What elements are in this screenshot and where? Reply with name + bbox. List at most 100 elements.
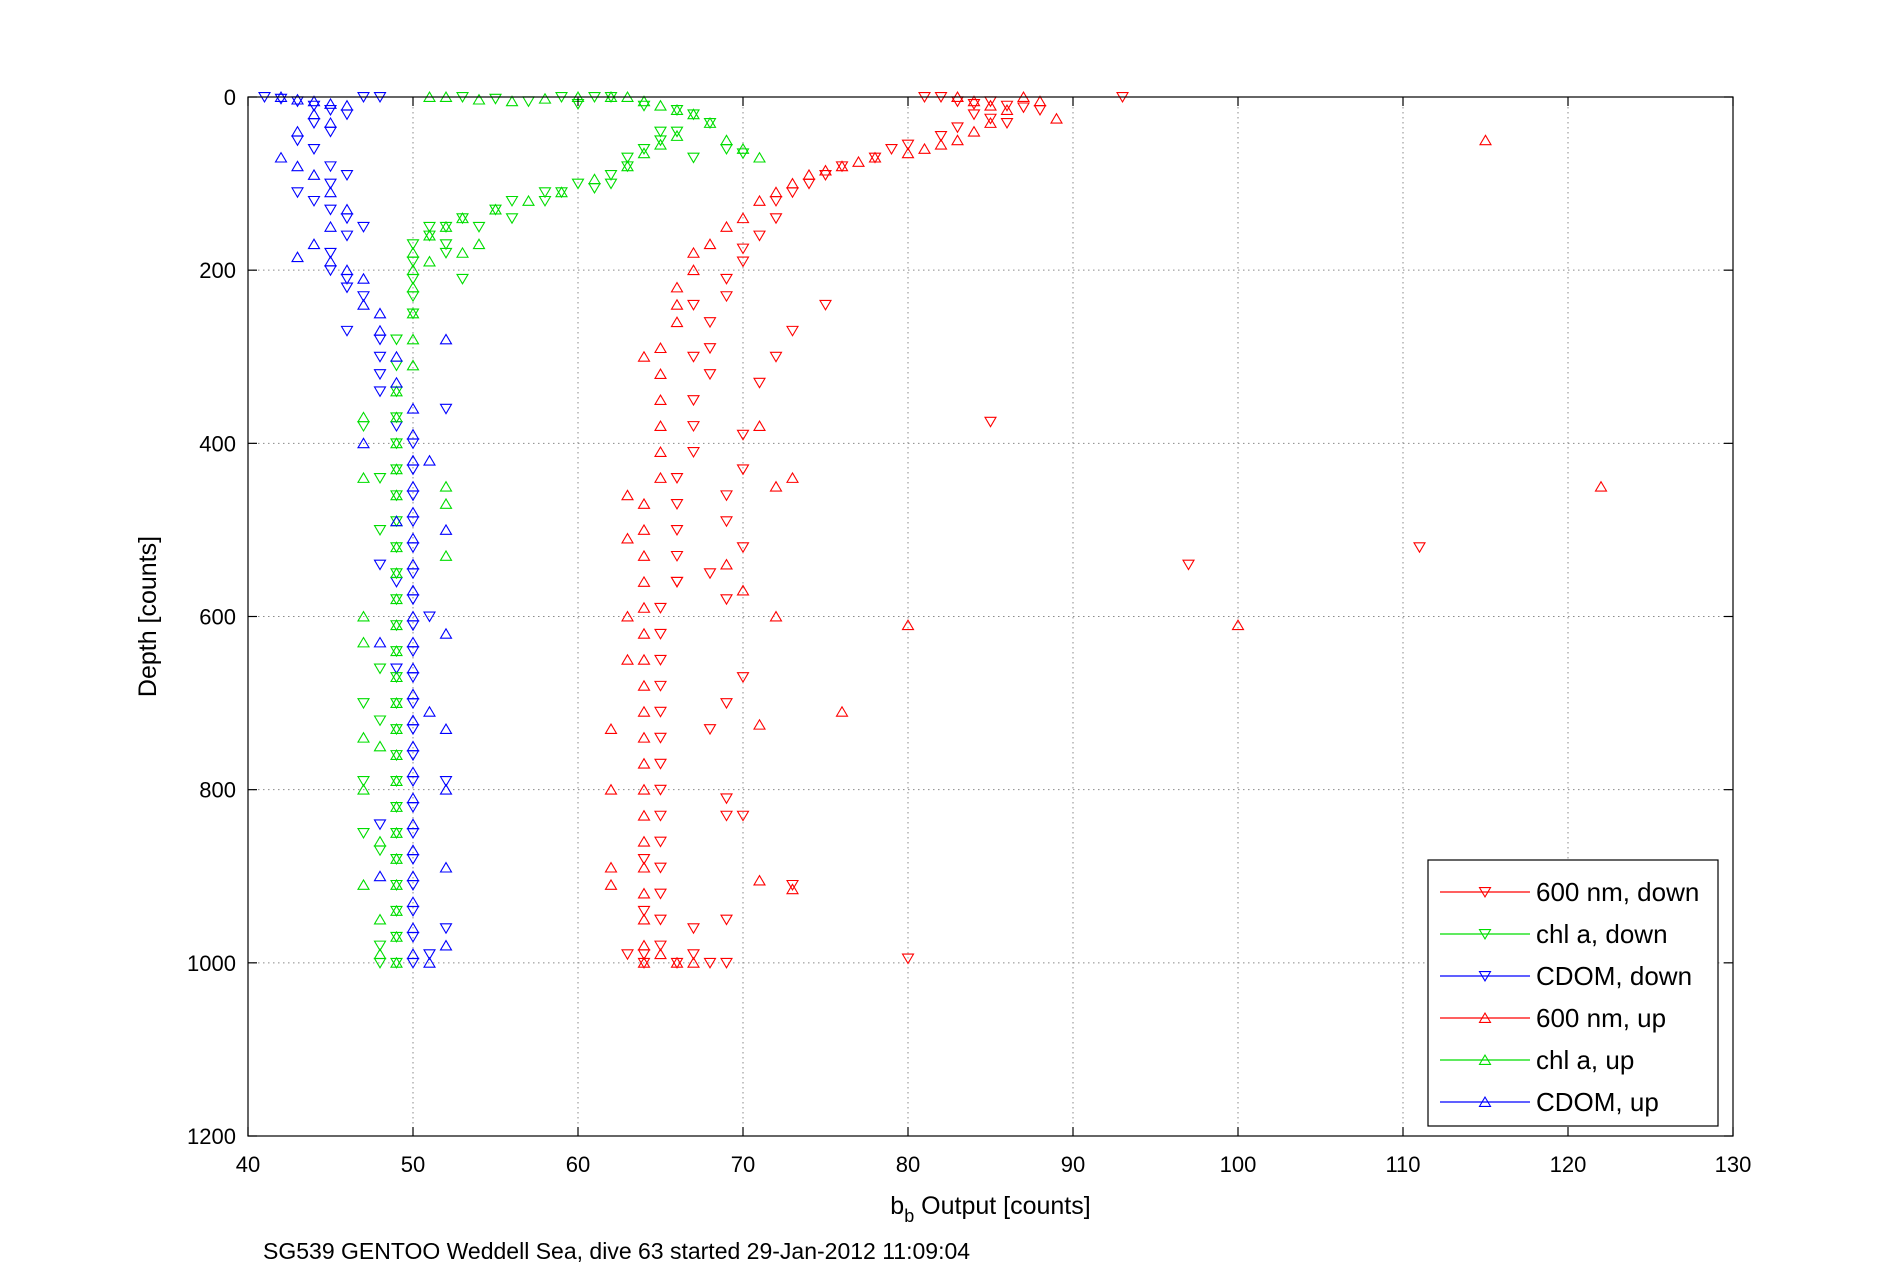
data-point — [720, 273, 733, 285]
data-point — [621, 532, 634, 544]
data-point — [654, 471, 667, 483]
data-point — [670, 103, 684, 115]
data-point — [357, 411, 370, 423]
data-point — [703, 238, 717, 250]
data-point — [406, 662, 420, 674]
data-point — [1050, 112, 1063, 124]
data-point — [670, 524, 684, 536]
legend-marker — [1478, 1053, 1492, 1065]
data-point — [637, 147, 651, 159]
data-point — [604, 861, 618, 873]
data-point — [654, 940, 667, 952]
data-point — [340, 282, 354, 294]
x-tick-label: 130 — [1715, 1152, 1752, 1177]
data-point — [340, 230, 354, 242]
data-point — [390, 376, 403, 388]
data-point — [357, 298, 370, 310]
data-point — [951, 134, 964, 146]
data-point — [736, 256, 750, 268]
data-point — [934, 131, 948, 142]
data-point — [654, 784, 667, 796]
legend-label: CDOM, up — [1536, 1087, 1659, 1117]
y-tick-label: 200 — [199, 258, 236, 283]
y-axis-label: Depth [counts] — [134, 536, 162, 697]
data-point — [654, 445, 667, 457]
data-point — [720, 957, 733, 969]
data-point — [373, 835, 387, 847]
data-point — [736, 243, 750, 255]
data-point — [670, 316, 684, 328]
data-point — [786, 883, 799, 895]
data-point — [340, 99, 354, 111]
data-point — [439, 549, 453, 561]
data-point — [373, 740, 387, 752]
data-point — [406, 264, 420, 276]
data-point — [637, 523, 651, 535]
data-point — [390, 826, 403, 838]
data-point — [390, 350, 403, 362]
data-point — [720, 914, 733, 926]
data-point — [406, 610, 420, 622]
data-point — [753, 419, 766, 431]
data-point — [291, 125, 304, 137]
x-tick-label: 110 — [1385, 1152, 1420, 1177]
data-point — [373, 948, 387, 960]
data-point — [390, 567, 403, 579]
data-point — [753, 194, 766, 206]
data-point — [390, 541, 403, 553]
data-point — [373, 351, 387, 363]
data-point — [835, 160, 849, 172]
data-point — [439, 333, 453, 345]
data-point — [390, 697, 403, 709]
data-point — [637, 601, 651, 613]
y-tick-label: 400 — [199, 431, 236, 456]
data-point — [637, 653, 651, 665]
data-point — [538, 92, 552, 104]
data-point — [373, 870, 387, 882]
data-point — [720, 698, 733, 710]
data-point — [604, 169, 618, 181]
data-point — [406, 636, 420, 648]
data-point — [324, 255, 337, 267]
data-point — [835, 705, 849, 717]
data-point — [769, 610, 783, 622]
data-point — [307, 108, 321, 120]
data-point — [456, 273, 469, 285]
data-point — [637, 350, 651, 362]
data-point — [390, 515, 403, 527]
x-tick-label: 40 — [236, 1152, 260, 1177]
x-axis-label: bb Output [counts] — [890, 1192, 1090, 1226]
data-point — [604, 723, 618, 735]
data-point — [819, 299, 832, 311]
data-point — [423, 611, 436, 623]
data-point — [522, 194, 535, 206]
data-point — [538, 187, 552, 199]
data-point — [406, 948, 420, 960]
data-point — [390, 619, 403, 631]
data-point — [390, 489, 403, 501]
data-point — [736, 584, 750, 596]
data-point — [373, 940, 387, 952]
data-point — [637, 549, 651, 561]
data-point — [654, 732, 667, 744]
data-point — [291, 160, 304, 172]
data-point — [505, 195, 519, 207]
data-point — [753, 718, 766, 730]
data-point — [736, 142, 750, 154]
data-point — [489, 203, 502, 215]
y-axis: 0 200 400 600 800 1000 1200 — [187, 85, 1733, 1149]
data-point — [753, 874, 766, 886]
data-point — [406, 246, 420, 258]
data-point — [390, 930, 403, 942]
data-point — [571, 178, 585, 190]
data-point — [670, 576, 684, 588]
data-point — [670, 498, 684, 510]
data-point — [357, 610, 370, 622]
data-point — [390, 878, 403, 890]
x-tick-label: 100 — [1220, 1152, 1257, 1177]
data-point — [324, 105, 337, 117]
data-point — [489, 93, 502, 105]
y-tick-label: 800 — [199, 778, 236, 803]
data-point — [654, 836, 667, 848]
data-point — [621, 949, 634, 961]
